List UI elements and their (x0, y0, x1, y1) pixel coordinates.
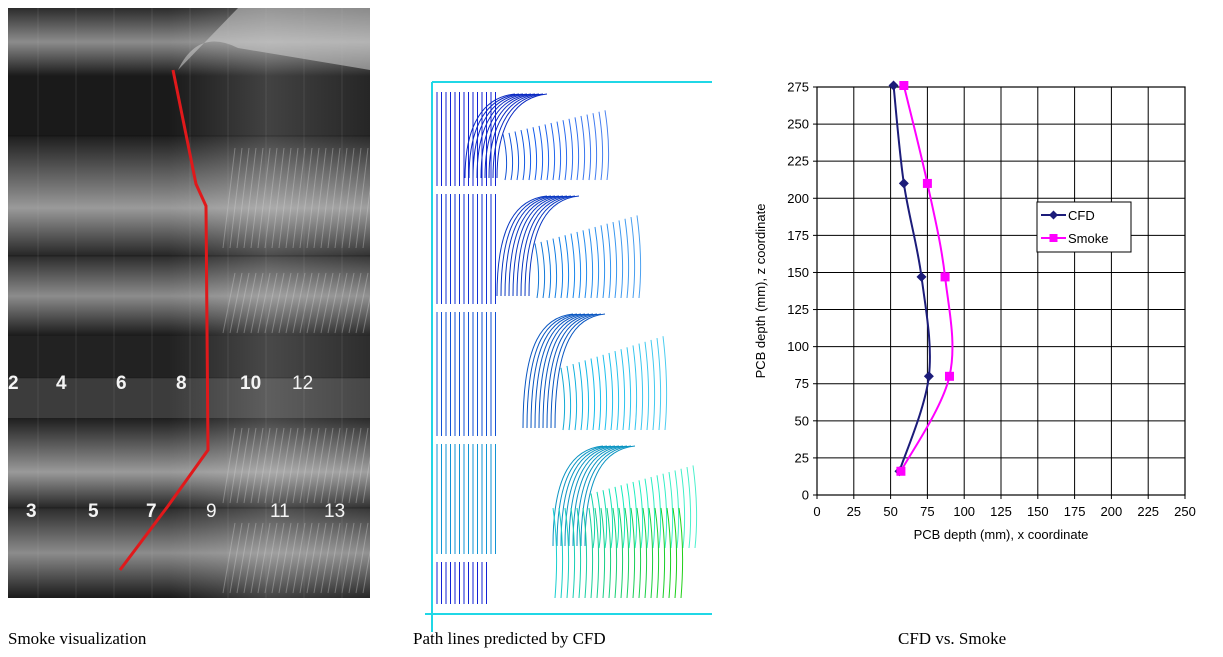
data-point-smoke (922, 178, 932, 188)
photo-number-8: 8 (176, 373, 187, 394)
data-point-smoke (896, 466, 906, 476)
photo-number-5: 5 (88, 501, 99, 522)
data-point-smoke (940, 272, 950, 282)
x-tick-label: 50 (883, 504, 897, 519)
smoke-visualization-photo: 2 4 6 8 10 12 3 5 7 9 11 13 (8, 8, 376, 598)
y-tick-label: 150 (787, 265, 809, 280)
y-tick-label: 225 (787, 154, 809, 169)
caption-cfd-vs-smoke: CFD vs. Smoke (898, 629, 1007, 648)
y-tick-label: 200 (787, 191, 809, 206)
legend-smoke-label: Smoke (1068, 231, 1108, 246)
y-tick-label: 50 (795, 413, 809, 428)
x-tick-label: 150 (1027, 504, 1049, 519)
photo-number-4: 4 (56, 373, 67, 394)
data-point-cfd (916, 271, 927, 282)
photo-number-3: 3 (26, 501, 37, 522)
x-tick-label: 175 (1064, 504, 1086, 519)
data-point-cfd (923, 371, 934, 382)
x-tick-label: 25 (847, 504, 861, 519)
x-tick-label: 225 (1137, 504, 1159, 519)
data-point-cfd (888, 80, 899, 91)
photo-number-11: 11 (270, 501, 290, 522)
smoke-trace-line (118, 69, 210, 571)
cfd-pathlines-image (425, 81, 712, 632)
y-tick-label: 175 (787, 228, 809, 243)
data-point-smoke (899, 81, 909, 91)
legend-cfd-label: CFD (1068, 208, 1095, 223)
x-tick-label: 200 (1101, 504, 1123, 519)
photo-number-9: 9 (206, 501, 217, 522)
chart-svg: 0 25 50 75 100 125 150 175 200 225 250 0 25 50 75 100 12… (753, 80, 1196, 543)
caption-cfd-path-lines: Path lines predicted by CFD (413, 629, 606, 648)
photo-number-2: 2 (8, 373, 19, 394)
x-tick-label: 250 (1174, 504, 1196, 519)
smoke-photo-image: 2 4 6 8 10 12 3 5 7 9 11 13 (8, 8, 376, 598)
data-point-cfd (898, 178, 909, 189)
y-tick-label: 275 (787, 80, 809, 95)
data-point-smoke (944, 371, 954, 381)
y-tick-label: 75 (795, 376, 809, 391)
y-axis-label: PCB depth (mm), z coordinate (753, 204, 768, 379)
photo-number-10: 10 (240, 373, 261, 394)
cfd-pathlines-figure (425, 78, 712, 632)
legend-smoke-marker (1049, 234, 1058, 242)
legend-cfd-marker (1049, 210, 1058, 220)
chart-legend: CFD Smoke (1036, 201, 1132, 253)
photo-number-7: 7 (146, 501, 157, 522)
photo-number-12: 12 (292, 373, 313, 394)
cfd-vs-smoke-chart: 0 25 50 75 100 125 150 175 200 225 250 0 25 50 75 100 12… (740, 70, 1220, 600)
y-tick-label: 250 (787, 117, 809, 132)
x-axis-label: PCB depth (mm), x coordinate (914, 527, 1089, 542)
x-tick-label: 0 (813, 504, 820, 519)
x-tick-label: 100 (953, 504, 975, 519)
caption-smoke-visualization: Smoke visualization (8, 629, 147, 648)
y-tick-label: 25 (795, 450, 809, 465)
photo-number-13: 13 (324, 501, 345, 522)
y-tick-label: 125 (787, 302, 809, 317)
x-tick-label: 75 (920, 504, 934, 519)
y-tick-label: 100 (787, 339, 809, 354)
y-tick-label: 0 (802, 488, 809, 503)
x-tick-label: 125 (990, 504, 1012, 519)
photo-number-6: 6 (116, 373, 127, 394)
